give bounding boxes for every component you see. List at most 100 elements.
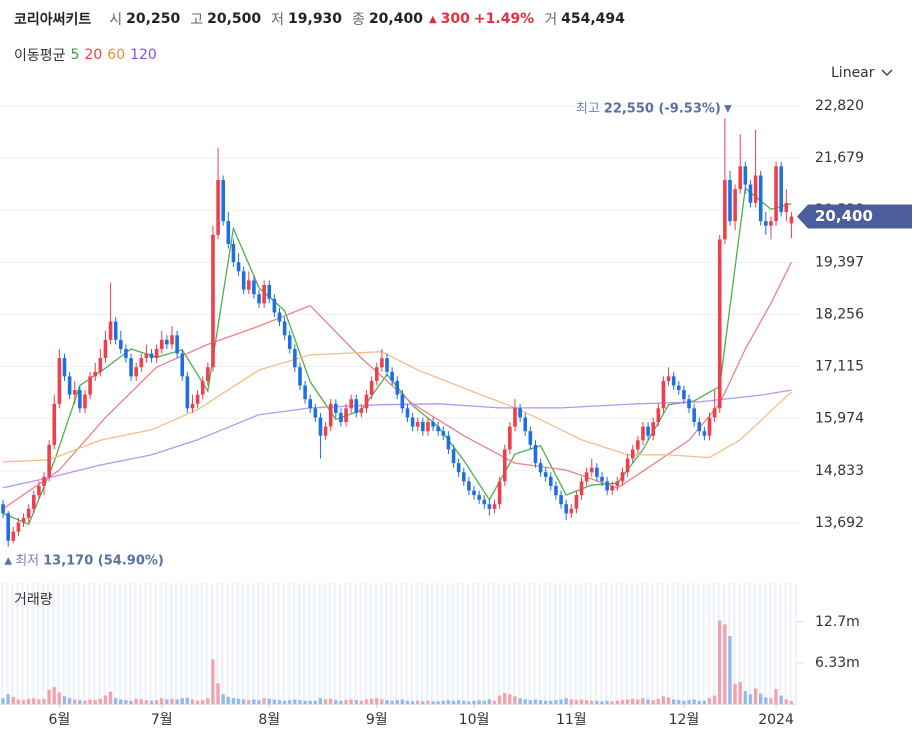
scale-selector[interactable]: Linear xyxy=(831,65,893,81)
volume-bar xyxy=(472,700,476,704)
candle-body xyxy=(221,180,225,222)
candle-body xyxy=(400,394,405,409)
volume-bar xyxy=(707,698,712,704)
volume-bar xyxy=(482,700,486,704)
candle-body xyxy=(487,504,492,509)
change-value: 300 xyxy=(440,11,470,27)
volume-bar xyxy=(441,700,446,704)
volume-bar xyxy=(559,699,563,704)
ma-legend[interactable]: 이동평균 5 20 60 120 xyxy=(14,45,157,65)
volume-bar xyxy=(436,701,440,704)
volume-bar xyxy=(1,698,5,704)
volume-bar xyxy=(523,699,527,704)
volume-bar xyxy=(139,699,143,704)
volume-bar xyxy=(231,698,236,704)
candle-body xyxy=(748,184,753,203)
x-tick-label: 8월 xyxy=(258,712,280,728)
x-tick-label: 6월 xyxy=(48,712,70,728)
candle-body xyxy=(426,422,430,432)
volume-bar xyxy=(513,696,517,704)
volume-bar xyxy=(354,700,358,704)
candle-body xyxy=(246,280,251,290)
volume-bar xyxy=(528,700,533,704)
candle-body xyxy=(359,408,364,413)
volume-bar xyxy=(236,698,241,704)
volume-bar xyxy=(6,694,10,704)
volume-bar xyxy=(170,698,174,704)
high-annotation: 최고 22,550 (-9.53%) xyxy=(576,101,721,116)
candle-body xyxy=(339,412,343,423)
candle-body xyxy=(195,394,200,404)
candle-body xyxy=(16,522,21,532)
volume-bar xyxy=(779,695,783,704)
volume-bar xyxy=(549,700,553,704)
candle-body xyxy=(282,321,287,336)
candle-body xyxy=(323,426,328,436)
volume-bar xyxy=(349,699,353,704)
volume-bar xyxy=(154,700,159,704)
candle-body xyxy=(415,422,420,427)
volume-bar xyxy=(718,620,722,704)
volume-bar xyxy=(62,696,67,704)
volume-bar xyxy=(677,700,681,704)
open-label: 시 xyxy=(109,12,123,28)
high-text: 22,550 (-9.53%) xyxy=(604,101,721,116)
moving-average-line xyxy=(3,351,792,463)
candle-body xyxy=(385,358,389,372)
chevron-icon xyxy=(880,69,893,77)
candle-body xyxy=(697,422,702,432)
volume-bar xyxy=(124,700,128,704)
volume-bar xyxy=(385,700,389,704)
ma-legend-item[interactable]: 20 xyxy=(84,47,103,63)
candle-body xyxy=(252,280,256,295)
y-tick-label: 15,974 xyxy=(815,411,864,427)
volume-bar xyxy=(369,698,374,704)
volume-bar xyxy=(201,700,205,704)
volume-bar xyxy=(78,700,82,704)
volume-bar xyxy=(631,698,635,704)
candle-body xyxy=(477,495,481,500)
candle-body xyxy=(789,216,794,224)
candle-body xyxy=(328,403,333,427)
ma-legend-item[interactable]: 60 xyxy=(107,47,126,63)
x-tick-label: 10월 xyxy=(459,712,490,728)
volume-bar xyxy=(554,700,558,704)
candle-body xyxy=(707,417,712,436)
candle-body xyxy=(446,435,451,450)
candle-body xyxy=(692,408,696,423)
volume-bar xyxy=(272,699,277,704)
candle-body xyxy=(743,166,748,185)
candle-body xyxy=(625,458,630,473)
volume-bar xyxy=(206,698,210,704)
candle-body xyxy=(712,408,717,418)
candle-body xyxy=(441,431,446,436)
candle-body xyxy=(461,472,466,482)
ma-legend-item[interactable]: 5 xyxy=(70,47,80,63)
volume-bar xyxy=(52,687,56,704)
volume-bar xyxy=(518,698,522,704)
volume-bar xyxy=(175,699,179,704)
candle-body xyxy=(144,353,149,359)
ma-legend-item[interactable]: 120 xyxy=(130,47,157,63)
candle-body xyxy=(344,408,348,423)
candle-body xyxy=(369,380,374,395)
candle-body xyxy=(380,358,384,368)
candle-body xyxy=(241,271,246,290)
change-percent: +1.49% xyxy=(473,11,535,27)
current-price-tag xyxy=(797,204,912,229)
candle-body xyxy=(630,449,635,459)
volume-bar xyxy=(190,699,195,704)
close-value: 20,400 xyxy=(368,11,423,27)
candle-body xyxy=(257,294,261,304)
volume-bar xyxy=(615,700,620,704)
volume-bar xyxy=(390,700,394,704)
candle-body xyxy=(113,321,118,340)
volume-bar xyxy=(144,700,149,704)
volume-panel-bg xyxy=(0,583,797,704)
candle-body xyxy=(784,202,789,212)
volume-bar xyxy=(595,700,599,704)
candle-body xyxy=(646,426,650,436)
volume-bar xyxy=(503,693,507,704)
volume-bar xyxy=(753,688,758,704)
